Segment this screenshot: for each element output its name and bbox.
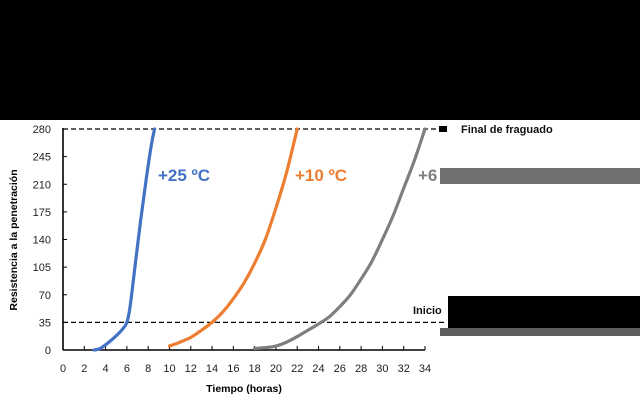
y-tick-label: 35 <box>39 317 51 329</box>
y-axis-label: Resistencia a la penetración <box>8 169 20 310</box>
y-tick-label: 70 <box>39 290 51 302</box>
x-tick-label: 0 <box>60 363 66 375</box>
y-tick-label: 280 <box>33 124 51 136</box>
y-tick-label: 0 <box>45 345 51 357</box>
x-tick-label: 32 <box>398 363 410 375</box>
x-tick-label: 14 <box>206 363 218 375</box>
series-line-6c <box>253 127 427 351</box>
redaction-bar-gray-bottom <box>440 328 640 336</box>
x-tick-label: 18 <box>249 363 261 375</box>
x-tick-label: 2 <box>81 363 87 375</box>
x-tick-label: 34 <box>419 363 431 375</box>
series-label-6c: +6 <box>418 166 437 185</box>
x-tick-label: 26 <box>334 363 346 375</box>
redaction-bar-gray-top <box>440 168 640 184</box>
y-tick-label: 210 <box>33 179 51 191</box>
x-tick-label: 6 <box>124 363 130 375</box>
x-tick-label: 28 <box>355 363 367 375</box>
y-tick-label: 175 <box>33 207 51 219</box>
final-fraguado-label: Final de fraguado <box>461 124 553 136</box>
series-label-25c: +25 ºC <box>158 166 210 185</box>
text-group: Resistencia a la penetración Tiempo (hor… <box>8 124 553 395</box>
redaction-bar-black-bottom <box>448 296 640 328</box>
x-tick-label: 30 <box>376 363 388 375</box>
y-tick-label: 105 <box>33 262 51 274</box>
x-tick-label: 8 <box>145 363 151 375</box>
final-marker-icon <box>439 126 447 132</box>
series-line-10c <box>167 127 299 348</box>
series-group <box>92 127 427 352</box>
x-tick-label: 10 <box>163 363 175 375</box>
chart-background <box>0 120 640 401</box>
inicio-fraguado-label: Inicio <box>413 305 442 317</box>
top-black-band <box>0 0 640 120</box>
series-line-25c <box>92 127 157 352</box>
x-tick-label: 24 <box>312 363 324 375</box>
y-tick-label: 245 <box>33 152 51 164</box>
y-tick-label: 140 <box>33 235 51 247</box>
x-tick-label: 4 <box>103 363 109 375</box>
x-tick-label: 20 <box>270 363 282 375</box>
x-tick-label: 16 <box>227 363 239 375</box>
series-label-10c: +10 ºC <box>295 166 347 185</box>
x-axis-label: Tiempo (horas) <box>206 383 282 395</box>
x-tick-label: 12 <box>185 363 197 375</box>
x-tick-label: 22 <box>291 363 303 375</box>
